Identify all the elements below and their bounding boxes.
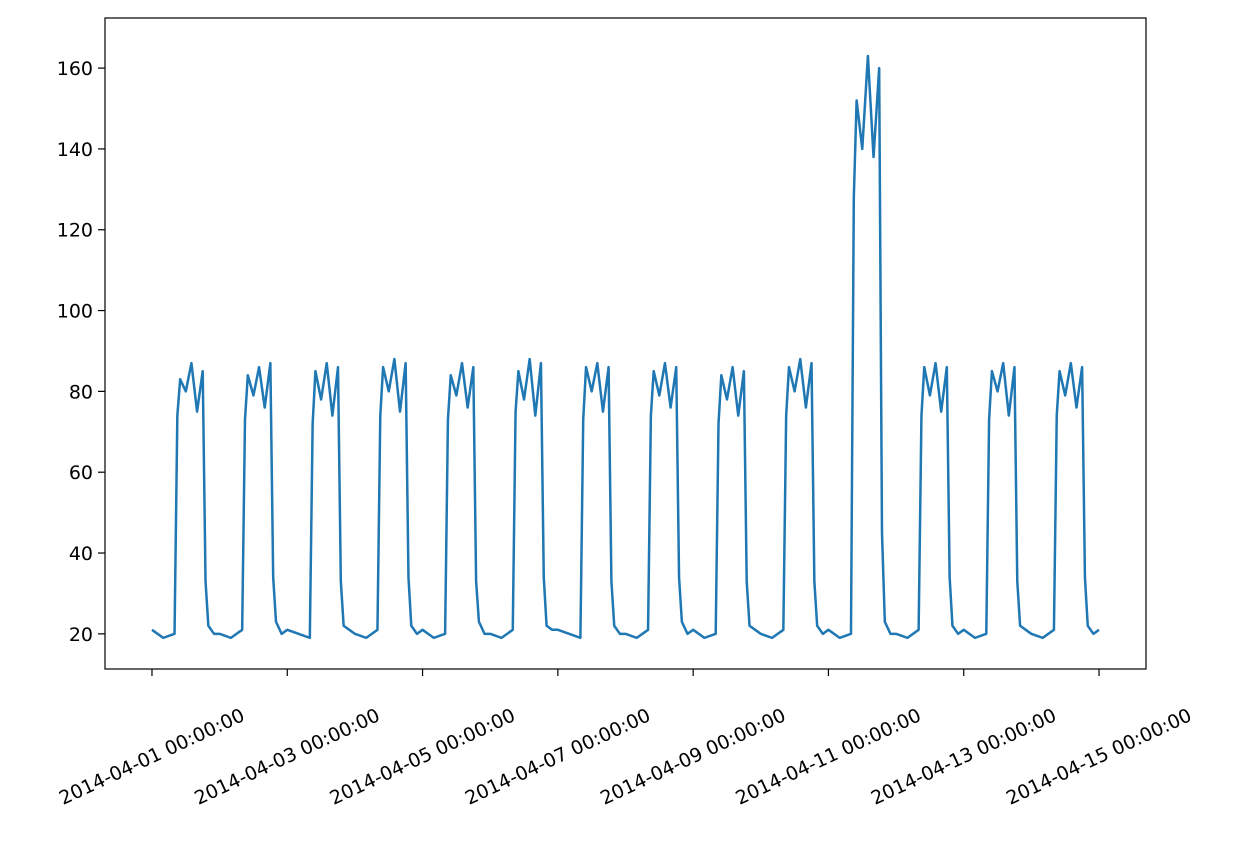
y-tick-label: 40 (69, 543, 93, 565)
plot-frame (104, 17, 1147, 670)
y-tick-label: 140 (57, 139, 93, 161)
data-line (151, 54, 1100, 640)
y-tick-label: 60 (69, 462, 93, 484)
y-tick-label: 80 (69, 381, 93, 403)
y-tick-label: 160 (57, 58, 93, 80)
y-tick-label: 120 (57, 220, 93, 242)
y-tick-label: 100 (57, 301, 93, 323)
y-tick-label: 20 (69, 624, 93, 646)
